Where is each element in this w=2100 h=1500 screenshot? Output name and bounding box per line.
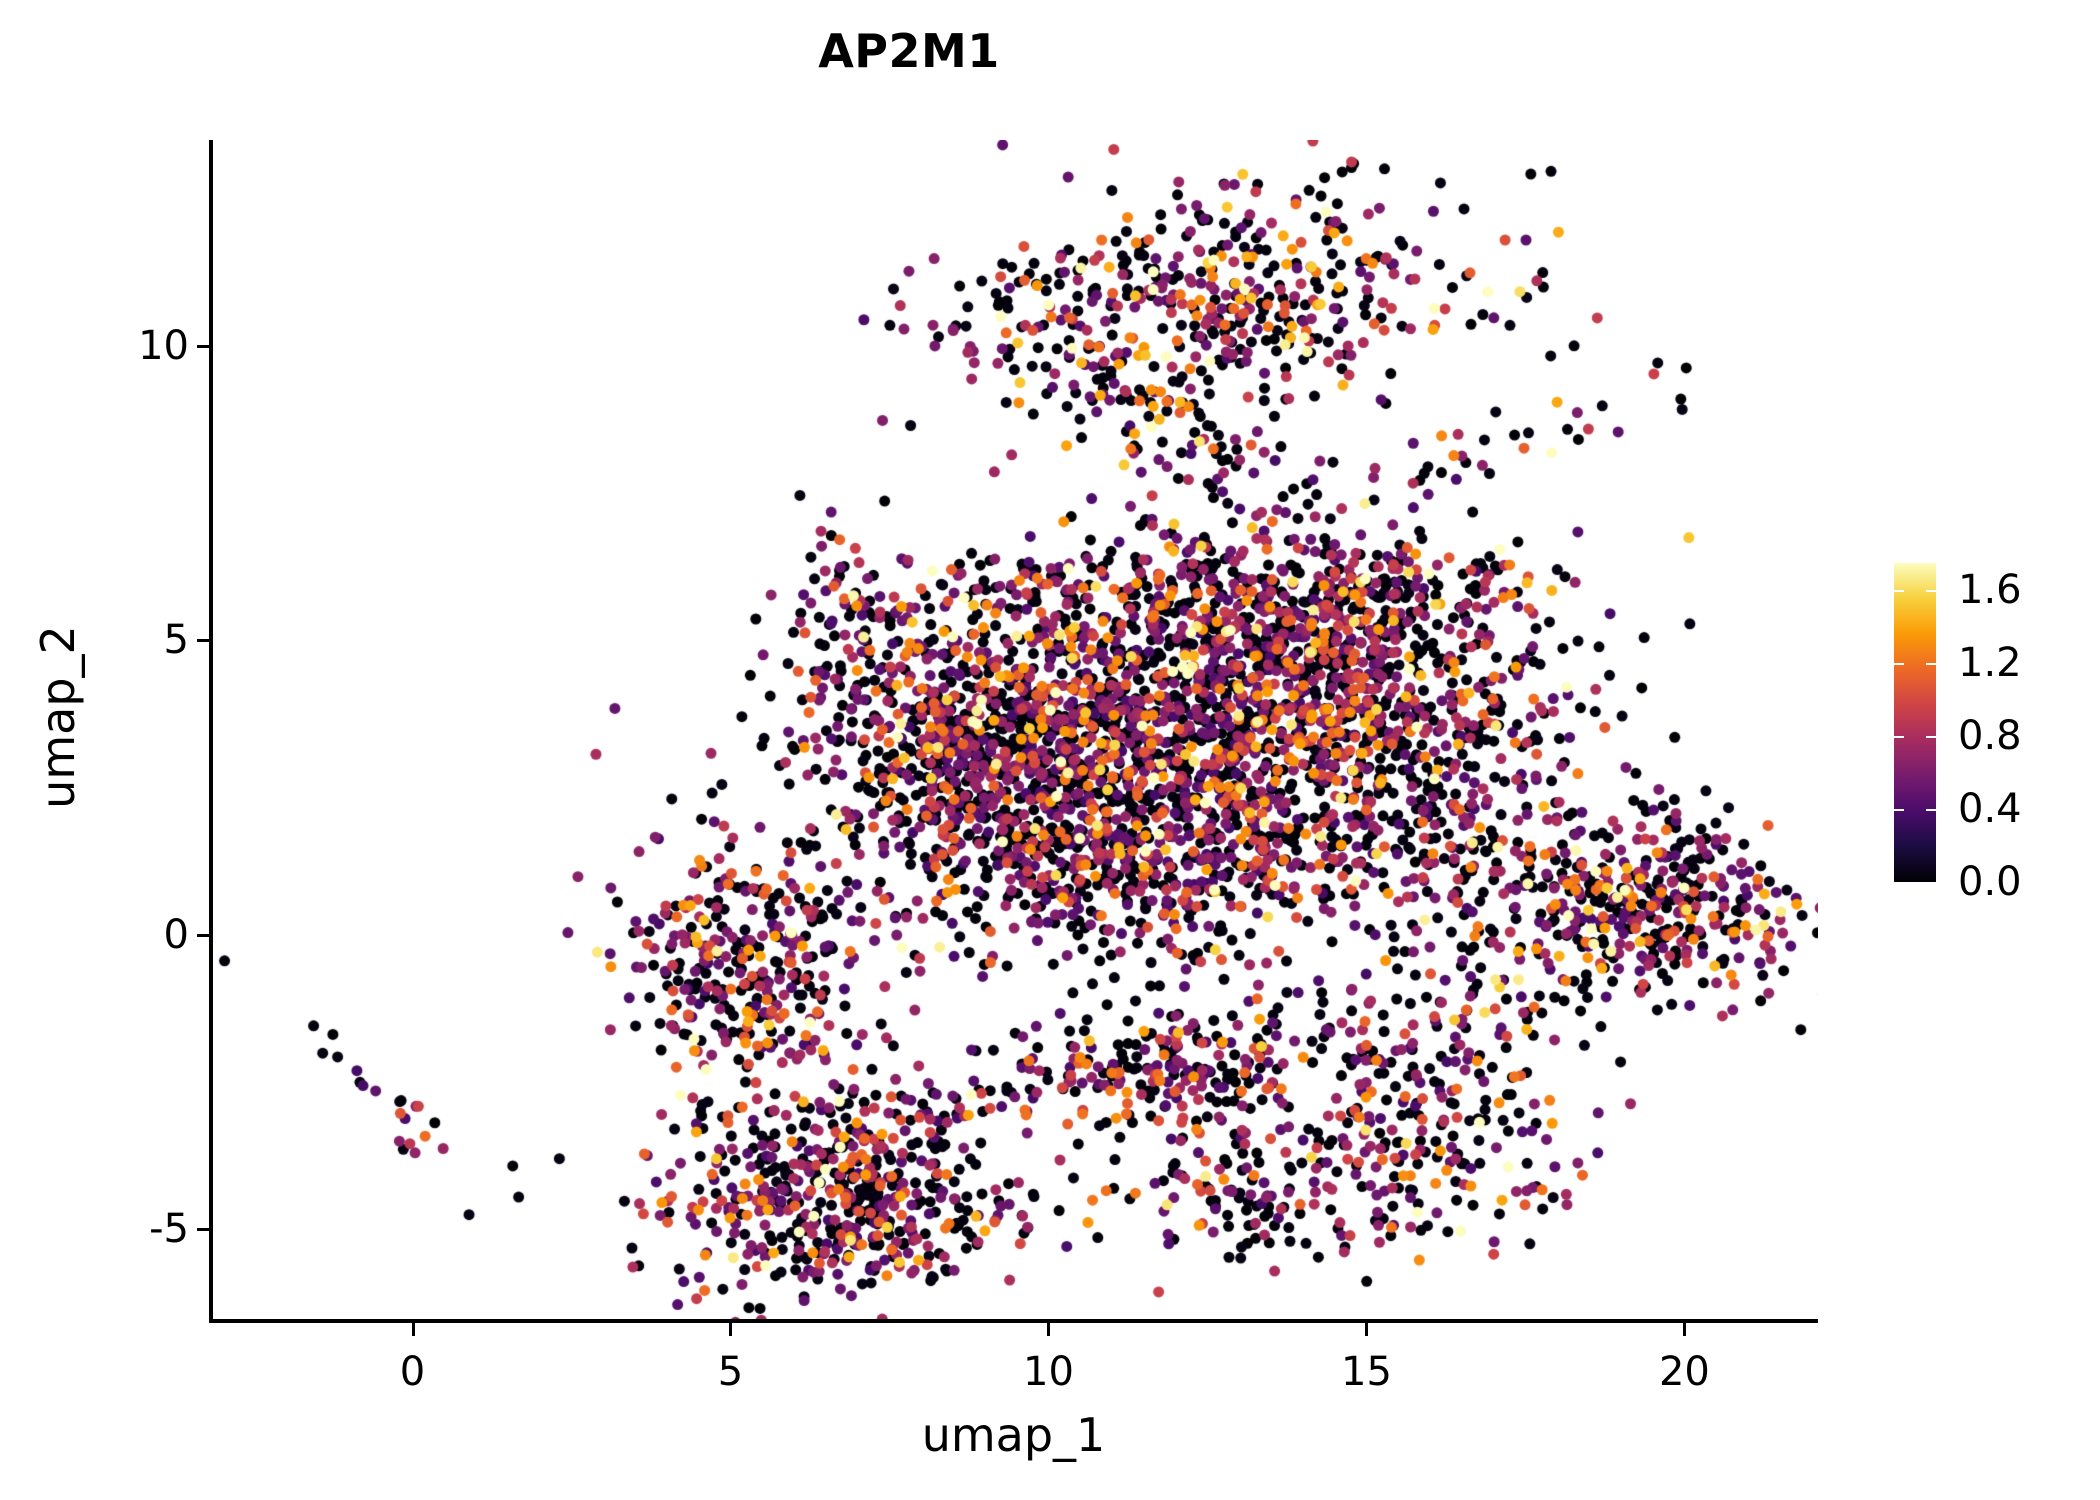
colorbar-gradient <box>1894 563 1936 882</box>
colorbar-tick-mark <box>1894 663 1904 666</box>
x-axis-spine <box>209 1319 1818 1323</box>
y-tick-label: 0 <box>163 911 189 958</box>
x-tick-label: 5 <box>717 1349 744 1395</box>
x-tick-mark <box>1683 1323 1687 1336</box>
y-tick-label: 5 <box>163 617 189 664</box>
x-tick-label: 0 <box>399 1349 426 1395</box>
x-axis-label: umap_1 <box>921 1408 1106 1462</box>
y-tick-mark <box>197 344 209 348</box>
x-tick-label: 15 <box>1341 1349 1392 1395</box>
colorbar-tick-mark <box>1926 882 1936 884</box>
colorbar-tick-mark <box>1894 590 1904 593</box>
y-tick-mark <box>197 933 209 937</box>
colorbar-tick-label: 0.4 <box>1958 786 2022 833</box>
colorbar-tick-mark <box>1894 736 1904 739</box>
colorbar-tick-mark <box>1926 736 1936 739</box>
x-tick-label: 20 <box>1658 1349 1710 1395</box>
y-tick-mark <box>197 1227 209 1231</box>
colorbar-tick-label: 1.6 <box>1958 567 2022 614</box>
x-tick-mark <box>1365 1323 1369 1336</box>
colorbar-tick-mark <box>1894 809 1904 812</box>
y-axis-label: umap_2 <box>31 625 85 809</box>
y-tick-label: -5 <box>149 1205 189 1252</box>
page-title: AP2M1 <box>818 24 1000 78</box>
colorbar-tick-mark <box>1926 663 1936 666</box>
x-tick-mark <box>411 1323 415 1336</box>
colorbar-tick-mark <box>1894 882 1904 884</box>
colorbar-tick-label: 0.8 <box>1958 713 2022 760</box>
colorbar-tick-mark <box>1926 809 1936 812</box>
x-tick-label: 10 <box>1023 1349 1074 1395</box>
scatter-plot-canvas <box>209 140 1818 1323</box>
x-tick-mark <box>729 1323 733 1336</box>
colorbar-tick-mark <box>1926 590 1936 593</box>
x-tick-mark <box>1047 1323 1051 1336</box>
colorbar: 0.0 0.4 0.8 1.2 1.6 <box>1894 563 2094 905</box>
y-tick-label: 10 <box>138 322 189 369</box>
plot-axes: -5 0 5 10 0 5 10 15 20 <box>138 140 1818 1395</box>
colorbar-tick-label: 1.2 <box>1958 640 2022 687</box>
colorbar-tick-label: 0.0 <box>1958 859 2022 905</box>
y-tick-mark <box>197 639 209 643</box>
y-axis-spine <box>209 140 213 1323</box>
